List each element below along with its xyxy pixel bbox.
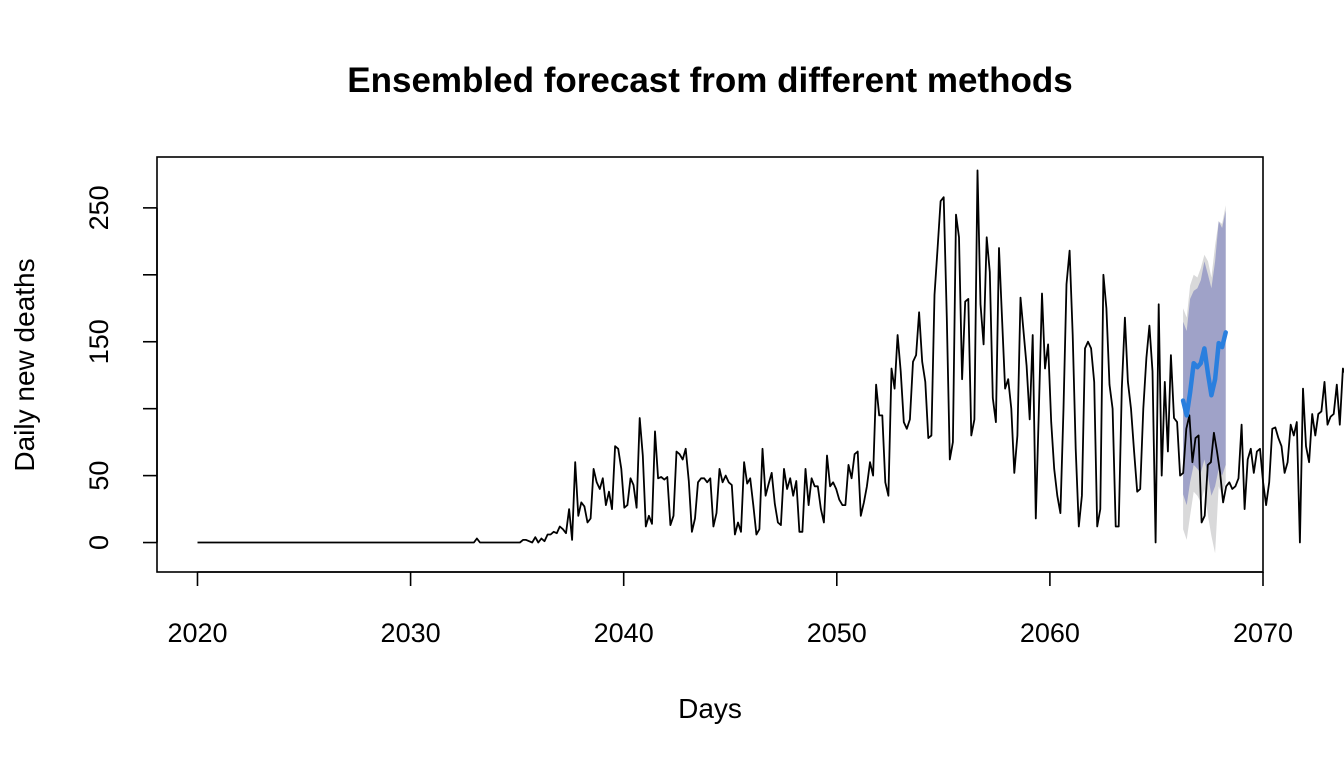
observed-series	[197, 169, 1344, 544]
y-tick-label: 250	[84, 185, 114, 230]
observed-line	[197, 169, 1344, 544]
y-tick-label: 50	[84, 461, 114, 491]
chart-title: Ensembled forecast from different method…	[347, 61, 1072, 100]
x-tick-label: 2050	[807, 618, 867, 648]
x-tick-label: 2040	[594, 618, 654, 648]
y-tick-label: 150	[84, 319, 114, 364]
y-tick-label: 0	[84, 535, 114, 550]
plot-area	[197, 169, 1344, 554]
x-tick-label: 2030	[381, 618, 441, 648]
x-axis: 2020 2030 2040 2050 2060 2070	[167, 571, 1293, 648]
y-axis-label: Daily new deaths	[9, 258, 40, 471]
x-tick-label: 2020	[167, 618, 227, 648]
forecast-mean-series	[1180, 330, 1228, 418]
x-axis-label: Days	[678, 693, 742, 724]
x-tick-label: 2060	[1020, 618, 1080, 648]
x-tick-label: 2070	[1233, 618, 1293, 648]
y-axis: 0 50 150 250	[84, 185, 158, 550]
forecast-mean-line	[1180, 330, 1228, 418]
